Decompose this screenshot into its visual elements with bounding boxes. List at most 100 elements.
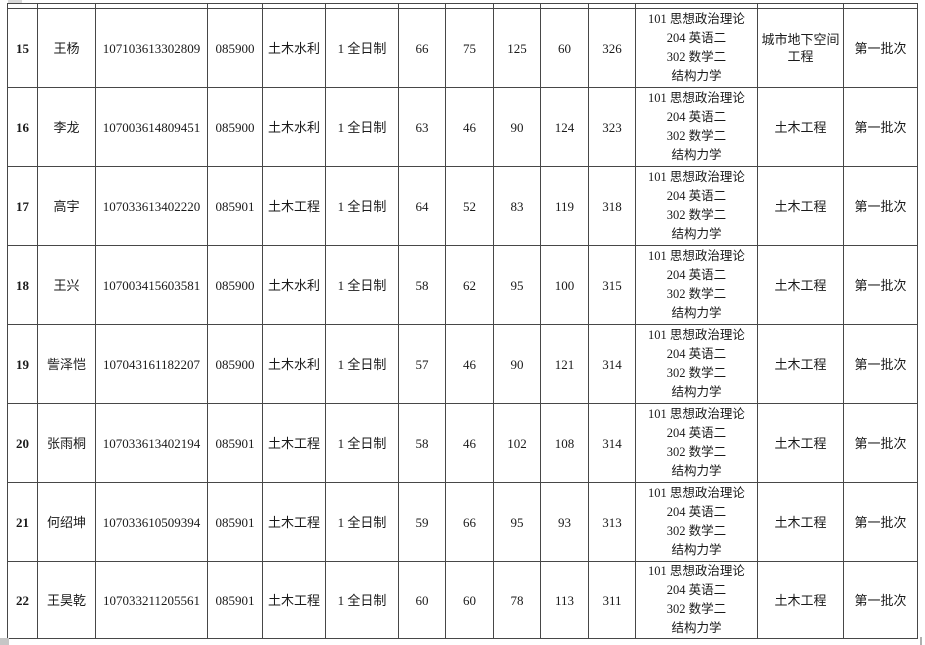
cell-score-politics: 58 (398, 245, 446, 325)
admission-results-table: 15 王杨 107103613302809 085900 土木水利 1 全日制 … (7, 3, 918, 639)
subject-line: 302 数学二 (666, 208, 727, 222)
subject-line: 204 英语二 (666, 189, 727, 203)
cell-candidate-name: 王杨 (37, 8, 96, 88)
cell-major-name: 土木水利 (262, 245, 326, 325)
cell-score-math: 95 (493, 482, 541, 562)
cell-score-english: 46 (445, 87, 494, 167)
cell-major-code: 085901 (207, 561, 263, 639)
cell-score-math: 90 (493, 324, 541, 404)
table-row: 22 王昊乾 107033211205561 085901 土木工程 1 全日制… (7, 561, 918, 639)
cell-exam-subjects: 101 思想政治理论 204 英语二 302 数学二 结构力学 (635, 561, 758, 639)
cell-score-politics: 58 (398, 403, 446, 483)
cell-score-politics: 66 (398, 8, 446, 88)
cell-total-score: 323 (588, 87, 636, 167)
table-row: 18 王兴 107003415603581 085900 土木水利 1 全日制 … (7, 245, 918, 325)
cell-exam-id: 107003614809451 (95, 87, 208, 167)
subject-line: 204 英语二 (666, 268, 727, 282)
cell-total-score: 311 (588, 561, 636, 639)
table-row: 16 李龙 107003614809451 085900 土木水利 1 全日制 … (7, 87, 918, 167)
cell-exam-id: 107033211205561 (95, 561, 208, 639)
table-row: 21 何绍坤 107033610509394 085901 土木工程 1 全日制… (7, 482, 918, 562)
subject-line: 101 思想政治理论 (648, 91, 745, 105)
subject-line: 204 英语二 (666, 505, 727, 519)
subject-line: 101 思想政治理论 (648, 486, 745, 500)
cell-major-name: 土木水利 (262, 8, 326, 88)
subject-line: 101 思想政治理论 (648, 12, 745, 26)
subject-line: 结构力学 (671, 464, 722, 478)
cell-score-subject4: 60 (540, 8, 589, 88)
cell-major-name: 土木水利 (262, 324, 326, 404)
cell-batch: 第一批次 (843, 87, 918, 167)
cell-score-english: 75 (445, 8, 494, 88)
cell-row-number: 22 (7, 561, 38, 639)
cell-score-english: 60 (445, 561, 494, 639)
cell-candidate-name: 王兴 (37, 245, 96, 325)
cell-major-code: 085901 (207, 166, 263, 246)
table-row: 19 訾泽恺 107043161182207 085900 土木水利 1 全日制… (7, 324, 918, 404)
cell-score-math: 125 (493, 8, 541, 88)
cell-major-name: 土木工程 (262, 166, 326, 246)
cell-row-number: 18 (7, 245, 38, 325)
cell-exam-subjects: 101 思想政治理论 204 英语二 302 数学二 结构力学 (635, 245, 758, 325)
cell-exam-id: 107003415603581 (95, 245, 208, 325)
cell-candidate-name: 高宇 (37, 166, 96, 246)
subject-line: 302 数学二 (666, 524, 727, 538)
table-row: 17 高宇 107033613402220 085901 土木工程 1 全日制 … (7, 166, 918, 246)
cell-candidate-name: 訾泽恺 (37, 324, 96, 404)
subject-line: 101 思想政治理论 (648, 328, 745, 342)
page-edge-artifact (8, 0, 22, 3)
cell-admitted-program: 土木工程 (757, 561, 844, 639)
cell-row-number: 15 (7, 8, 38, 88)
subject-line: 204 英语二 (666, 583, 727, 597)
cell-row-number: 16 (7, 87, 38, 167)
cell-study-mode: 1 全日制 (325, 324, 399, 404)
subject-line: 204 英语二 (666, 426, 727, 440)
cell-score-politics: 59 (398, 482, 446, 562)
cell-total-score: 326 (588, 8, 636, 88)
cell-candidate-name: 何绍坤 (37, 482, 96, 562)
cell-exam-subjects: 101 思想政治理论 204 英语二 302 数学二 结构力学 (635, 403, 758, 483)
subject-line: 302 数学二 (666, 445, 727, 459)
cell-score-politics: 63 (398, 87, 446, 167)
cell-total-score: 318 (588, 166, 636, 246)
subject-line: 结构力学 (671, 385, 722, 399)
cell-study-mode: 1 全日制 (325, 482, 399, 562)
cell-admitted-program: 土木工程 (757, 166, 844, 246)
cell-major-code: 085901 (207, 482, 263, 562)
cell-exam-id: 107043161182207 (95, 324, 208, 404)
subject-line: 结构力学 (671, 69, 722, 83)
cell-score-politics: 57 (398, 324, 446, 404)
cell-score-english: 46 (445, 324, 494, 404)
table-row: 20 张雨桐 107033613402194 085901 土木工程 1 全日制… (7, 403, 918, 483)
cell-row-number: 19 (7, 324, 38, 404)
cell-score-english: 66 (445, 482, 494, 562)
cell-score-subject4: 93 (540, 482, 589, 562)
subject-line: 204 英语二 (666, 31, 727, 45)
cell-score-politics: 60 (398, 561, 446, 639)
cell-batch: 第一批次 (843, 166, 918, 246)
cell-study-mode: 1 全日制 (325, 403, 399, 483)
cell-exam-subjects: 101 思想政治理论 204 英语二 302 数学二 结构力学 (635, 87, 758, 167)
subject-line: 结构力学 (671, 227, 722, 241)
cell-total-score: 314 (588, 324, 636, 404)
cell-batch: 第一批次 (843, 8, 918, 88)
cell-major-name: 土木水利 (262, 87, 326, 167)
cell-study-mode: 1 全日制 (325, 245, 399, 325)
cell-exam-id: 107103613302809 (95, 8, 208, 88)
table-row: 15 王杨 107103613302809 085900 土木水利 1 全日制 … (7, 8, 918, 88)
subject-line: 101 思想政治理论 (648, 249, 745, 263)
subject-line: 101 思想政治理论 (648, 407, 745, 421)
cell-score-math: 83 (493, 166, 541, 246)
cell-admitted-program: 土木工程 (757, 403, 844, 483)
cell-score-math: 78 (493, 561, 541, 639)
cell-major-code: 085900 (207, 245, 263, 325)
cell-study-mode: 1 全日制 (325, 87, 399, 167)
cell-major-code: 085900 (207, 324, 263, 404)
cell-score-math: 95 (493, 245, 541, 325)
cell-batch: 第一批次 (843, 245, 918, 325)
cell-exam-id: 107033613402194 (95, 403, 208, 483)
cell-major-code: 085900 (207, 8, 263, 88)
subject-line: 结构力学 (671, 148, 722, 162)
subject-line: 204 英语二 (666, 347, 727, 361)
subject-line: 结构力学 (671, 306, 722, 320)
